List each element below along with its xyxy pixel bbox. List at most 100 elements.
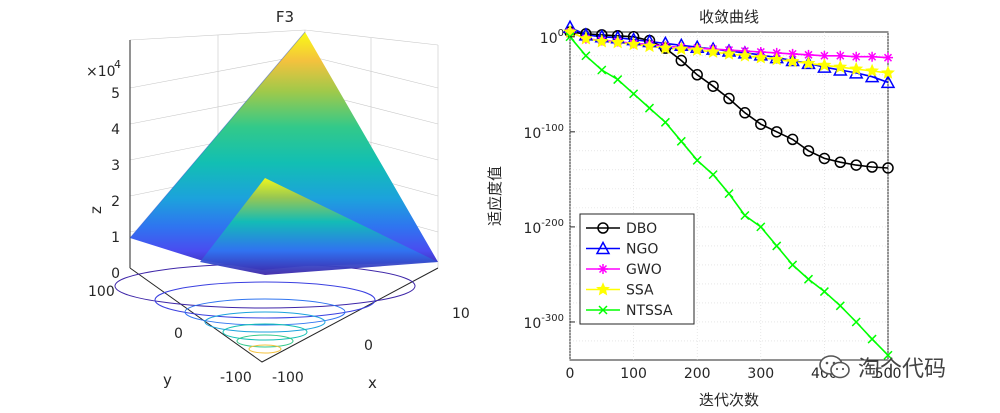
marker-ssa [674,41,689,56]
z-tick: 2 [111,194,120,210]
marker-ssa [881,65,895,79]
chart-title: 收敛曲线 [699,8,759,26]
legend: DBO NGO GWO SSA NTSSA [579,213,695,325]
z-tick: 1 [111,230,120,246]
marker-ssa [737,48,752,62]
y-tick: -100 [220,370,252,386]
x-tick: 0 [364,338,373,354]
x-axis-label: 迭代次数 [699,391,759,409]
marker-ntssa [835,301,845,311]
marker-ntssa [851,317,861,327]
x-ticks: -100 0 100 [272,306,470,386]
marker-ssa [626,37,641,51]
marker-dbo [786,133,799,146]
grid [569,32,889,360]
marker-dbo [723,92,735,105]
watermark-text: 淘个代码 [858,357,947,382]
chart-title: F3 [276,8,294,26]
legend-label-ngo: NGO [626,242,658,258]
marker-ntssa [660,117,670,127]
marker-gwo [803,49,814,60]
marker-ssa [610,35,625,49]
x-tick: 500 [875,366,902,382]
marker-ntssa [867,334,877,344]
marker-dbo [802,145,815,157]
marker-ntssa [772,241,782,251]
marker-ntssa [740,210,750,221]
y-ticks: 100 0 -100 [88,284,252,386]
x-tick: -100 [272,370,304,386]
marker-dbo [739,107,751,119]
marker-ntssa [692,155,702,165]
watermark: 淘个代码 [818,352,978,382]
legend-label-ssa: SSA [626,283,654,299]
z-axis-label: z [87,206,105,214]
legend-marker-ssa [596,282,610,296]
marker-ntssa [613,75,623,85]
wechat-icon [819,355,850,379]
marker-ntssa [676,136,686,146]
marker-ssa [578,31,593,45]
y-axis-label: y [163,371,172,389]
contour-lines [114,263,416,354]
marker-ssa [769,52,784,66]
marker-ntssa [803,274,814,284]
marker-ntssa [708,170,718,180]
x-tick: 0 [566,366,575,382]
legend-label-dbo: DBO [626,221,657,237]
marker-ngo [864,69,880,83]
surface-plot-f3: 0 1 2 3 4 5 ×10 4 z 100 0 -100 y -100 0 … [86,8,470,392]
marker-gwo [883,52,893,63]
marker-dbo [850,159,862,171]
marker-gwo [835,50,846,61]
marker-ntssa [597,65,607,75]
x-tick: 300 [747,366,774,382]
z-ticks: 0 1 2 3 4 5 [111,86,120,282]
marker-gwo [851,51,862,62]
marker-ssa [865,63,880,77]
marker-ntssa [788,260,798,270]
marker-ssa [706,44,721,58]
marker-gwo [787,48,798,59]
legend-marker-dbo [597,222,609,234]
marker-ntssa [819,287,829,297]
marker-ssa [833,59,848,74]
x-tick: 200 [684,366,711,382]
marker-ssa [658,40,673,55]
marker-ntssa [629,89,639,99]
marker-ssa [817,58,832,72]
legend-label-ntssa: NTSSA [626,303,673,319]
y-tick: 0 [174,326,183,342]
marker-ssa [849,61,864,75]
marker-ssa [642,39,657,53]
marker-dbo [755,118,767,130]
legend-marker-ntssa [598,305,608,315]
series-markers [562,19,896,360]
y-tick: 10-200 [523,218,564,237]
y-tick: 100 [88,284,115,300]
marker-gwo [819,50,830,61]
marker-dbo [882,162,894,174]
marker-dbo [691,69,703,81]
marker-gwo [867,51,878,62]
marker-ssa [722,46,736,60]
z-exponent-base: ×10 [86,64,116,80]
marker-dbo [707,80,719,92]
x-tick: 100 [620,366,647,382]
legend-label-gwo: GWO [626,262,662,278]
z-exponent-power: 4 [114,58,121,71]
marker-ssa [690,42,705,56]
marker-ntssa [756,222,766,232]
marker-ntssa [724,189,734,199]
marker-ntssa [581,51,591,61]
y-tick: 100 [540,28,564,47]
marker-ntssa [883,350,893,360]
marker-ssa [594,34,609,48]
x-tick: 100 [452,306,470,322]
surface [129,31,438,275]
marker-dbo [675,54,688,67]
x-axis-label: x [368,374,377,392]
marker-ssa [801,56,816,70]
y-axis-label: 适应度值 [486,166,504,226]
